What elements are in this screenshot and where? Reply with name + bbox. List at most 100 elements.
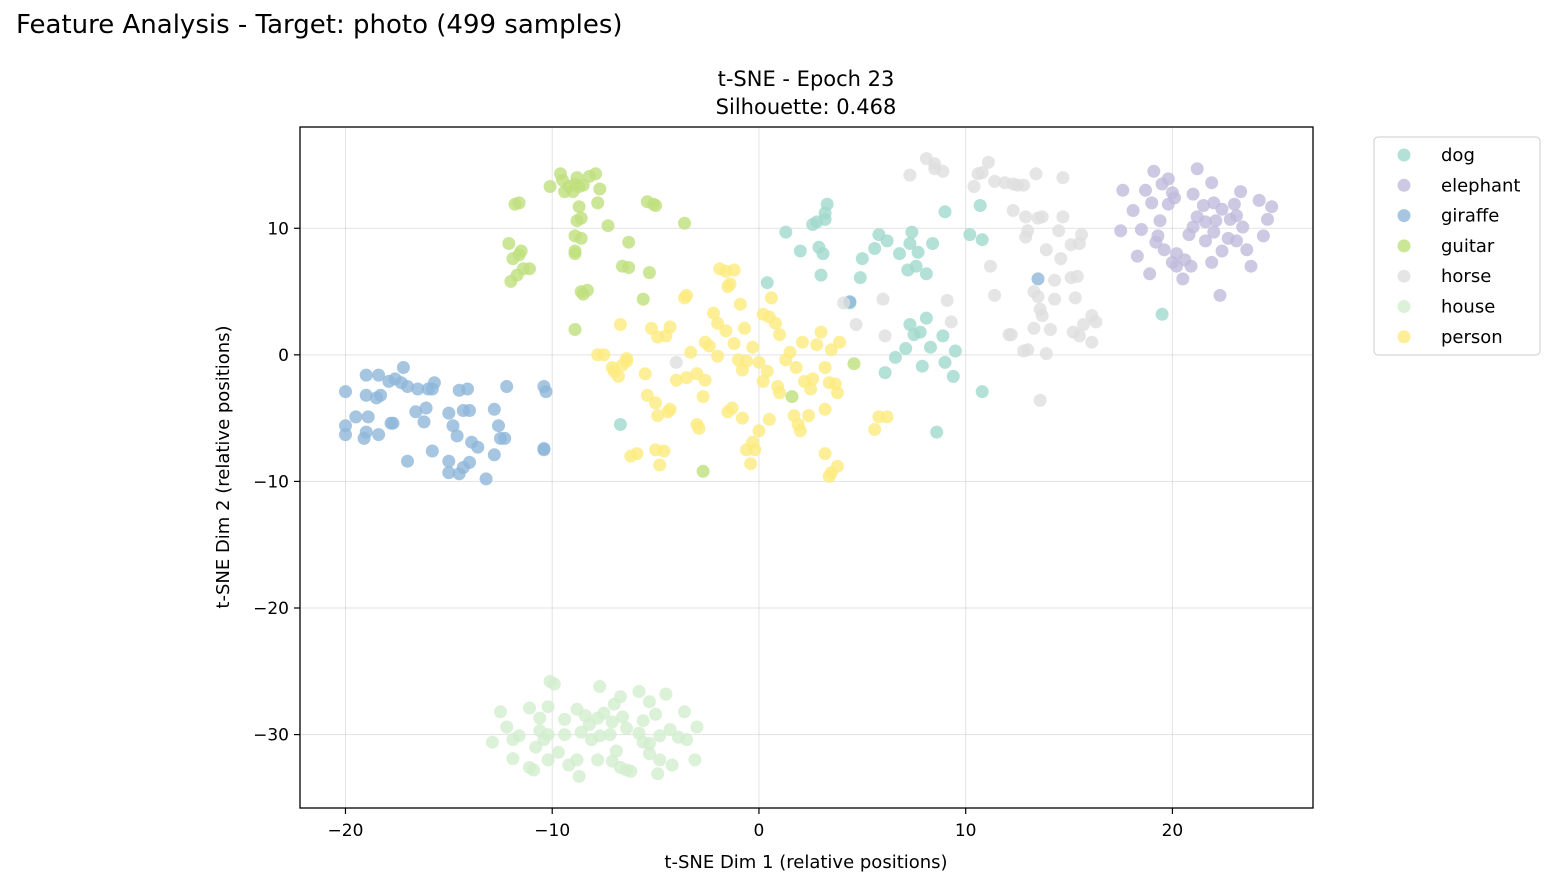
point-house-32 — [593, 729, 607, 743]
point-elephant-51 — [1230, 234, 1243, 248]
legend-marker-horse — [1397, 269, 1411, 283]
point-house-49 — [591, 753, 605, 767]
point-house-29 — [558, 728, 572, 742]
point-elephant-9 — [1145, 196, 1159, 210]
plot-frame — [299, 126, 1314, 809]
point-elephant-16 — [1149, 235, 1163, 249]
point-giraffe-41 — [494, 431, 507, 445]
chart-subtitle: Silhouette: 0.468 — [716, 95, 897, 119]
point-giraffe-20 — [361, 410, 375, 424]
y-tick-label-4: 10 — [267, 219, 289, 239]
legend-marker-elephant — [1397, 178, 1411, 192]
point-elephant-44 — [1240, 243, 1254, 257]
point-person-53 — [814, 325, 828, 339]
point-elephant-47 — [1256, 229, 1270, 243]
figure-suptitle: Feature Analysis - Target: photo (499 sa… — [16, 10, 623, 40]
y-axis-label: t-SNE Dim 2 (relative positions) — [213, 325, 234, 608]
point-horse-55 — [944, 315, 958, 329]
point-horse-54 — [940, 293, 954, 307]
point-house-44 — [527, 763, 541, 777]
point-guitar-46 — [558, 185, 572, 199]
point-horse-8 — [981, 155, 995, 169]
point-elephant-5 — [1161, 172, 1175, 186]
point-giraffe-33 — [446, 419, 460, 433]
point-horse-58 — [849, 318, 863, 331]
point-guitar-9 — [589, 167, 603, 181]
point-horse-7 — [975, 166, 989, 180]
point-elephant-35 — [1205, 255, 1219, 269]
point-giraffe-23 — [359, 425, 373, 439]
point-person-18 — [663, 402, 677, 416]
point-person-73 — [735, 411, 749, 425]
point-house-20 — [678, 705, 691, 719]
point-horse-13 — [1017, 178, 1031, 192]
point-person-4 — [611, 369, 625, 383]
point-house-42 — [506, 752, 520, 766]
point-person-90 — [711, 349, 725, 363]
point-dog-6 — [816, 247, 830, 261]
point-elephant-34 — [1199, 234, 1212, 248]
series-dog — [613, 197, 1169, 439]
point-dog-9 — [855, 252, 869, 266]
point-giraffe-24 — [339, 419, 352, 433]
legend-marker-house — [1397, 300, 1411, 313]
point-horse-23 — [1019, 230, 1033, 244]
point-house-60 — [609, 744, 623, 758]
point-dog-16 — [905, 225, 919, 239]
point-person-14 — [638, 367, 652, 381]
point-house-58 — [688, 753, 702, 767]
point-dog-32 — [938, 355, 952, 369]
point-guitar-1 — [554, 167, 567, 181]
point-horse-52 — [1039, 347, 1053, 361]
point-dog-36 — [888, 350, 902, 364]
point-horse-16 — [1006, 204, 1020, 217]
point-giraffe-38 — [487, 402, 501, 416]
point-person-50 — [804, 382, 818, 396]
point-guitar-33 — [622, 235, 636, 249]
point-elephant-27 — [1196, 199, 1210, 212]
point-horse-26 — [1054, 252, 1068, 266]
point-giraffe-46 — [442, 454, 456, 468]
point-horse-47 — [1089, 315, 1103, 329]
point-horse-32 — [1048, 292, 1062, 306]
point-horse-21 — [1052, 224, 1066, 238]
point-person-87 — [721, 405, 735, 419]
point-person-66 — [630, 447, 644, 461]
point-person-11 — [663, 320, 677, 334]
point-dog-15 — [903, 237, 917, 250]
legend-marker-giraffe — [1397, 209, 1411, 223]
point-house-39 — [663, 723, 677, 736]
point-person-54 — [818, 361, 832, 374]
point-elephant-33 — [1207, 225, 1221, 239]
point-giraffe-27 — [409, 405, 423, 419]
point-person-93 — [684, 345, 698, 359]
point-person-91 — [760, 364, 774, 378]
legend-marker-person — [1397, 330, 1411, 344]
point-elephant-49 — [1265, 200, 1279, 214]
point-person-16 — [651, 409, 665, 423]
point-house-48 — [572, 769, 586, 783]
point-giraffe-29 — [417, 415, 431, 429]
point-dog-31 — [936, 329, 950, 343]
point-person-47 — [783, 345, 797, 359]
point-person-56 — [824, 343, 838, 357]
point-person-31 — [721, 280, 735, 293]
point-guitar-14 — [570, 214, 584, 228]
point-person-59 — [831, 386, 844, 400]
point-horse-4 — [903, 168, 917, 182]
point-giraffe-54 — [1031, 272, 1045, 286]
point-dog-3 — [779, 225, 793, 239]
point-elephant-22 — [1176, 272, 1190, 286]
point-house-4 — [632, 685, 646, 698]
point-horse-59 — [837, 296, 851, 310]
point-guitar-10 — [593, 182, 607, 196]
point-horse-9 — [988, 174, 1002, 188]
point-horse-29 — [1075, 228, 1088, 242]
legend-label-guitar: guitar — [1441, 236, 1495, 257]
point-dog-38 — [915, 359, 929, 373]
ticks-layer: −20 −10 0 10 20 −30 −20 −10 0 10 — [253, 219, 1183, 841]
point-dog-30 — [924, 340, 937, 354]
point-dog-21 — [909, 259, 923, 273]
series-guitar — [502, 167, 861, 478]
